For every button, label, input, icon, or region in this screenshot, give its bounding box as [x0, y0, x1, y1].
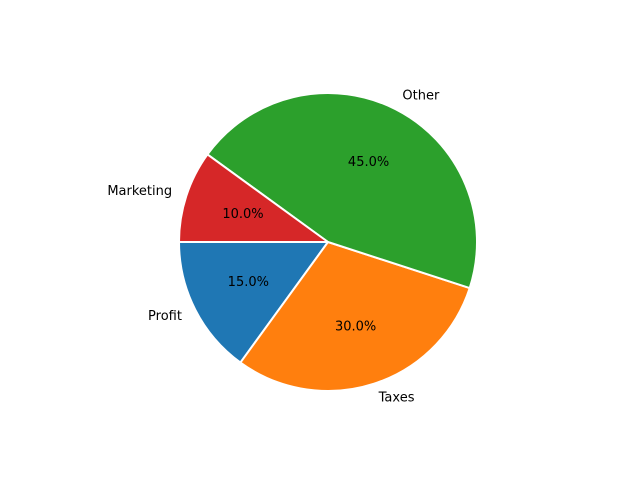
slice-label-marketing: Marketing — [107, 184, 172, 199]
slice-pct-profit: 15.0% — [228, 275, 269, 290]
slice-pct-marketing: 10.0% — [222, 207, 263, 222]
slice-label-taxes: Taxes — [378, 390, 415, 405]
slice-pct-taxes: 30.0% — [335, 320, 376, 335]
slice-label-other: Other — [402, 88, 440, 103]
slice-pct-other: 45.0% — [348, 155, 389, 170]
pie-slice-taxes — [239, 241, 471, 392]
pie-slice-other — [206, 92, 478, 290]
pie-slice-profit — [178, 241, 329, 364]
pie-slices — [178, 92, 478, 392]
slice-label-profit: Profit — [148, 309, 182, 324]
pie-slice-marketing — [178, 153, 329, 243]
pie-labels: Profit 15.0% Taxes 30.0% Other 45.0% Marketing… — [107, 88, 440, 405]
